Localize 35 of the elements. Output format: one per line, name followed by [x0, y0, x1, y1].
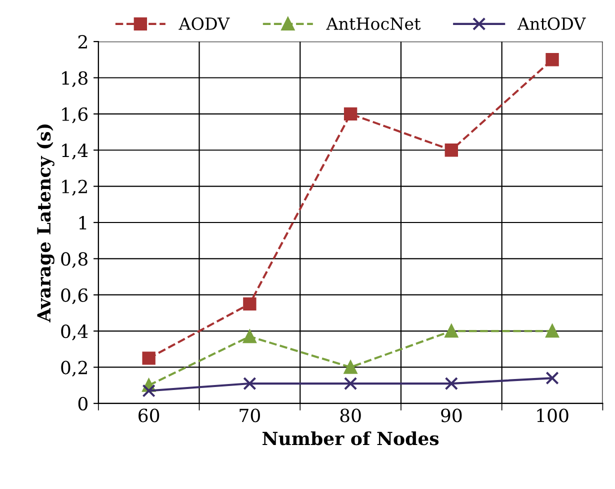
- y-axis-title: Avarage Latency (s): [36, 124, 54, 322]
- x-tick-label: 90: [441, 408, 462, 422]
- x-tick-label: 70: [240, 408, 260, 422]
- y-tick-label: 1: [79, 216, 86, 230]
- x-tick-label: 80: [340, 408, 361, 422]
- point: [344, 360, 358, 374]
- point: [444, 144, 458, 157]
- point: [243, 376, 256, 390]
- point: [546, 53, 559, 66]
- point: [444, 376, 458, 390]
- point: [142, 352, 156, 365]
- point: [344, 376, 358, 390]
- y-tick-label: 0,8: [61, 252, 88, 268]
- y-tick-label: 0: [78, 396, 88, 411]
- point: [546, 371, 559, 385]
- point: [142, 384, 156, 398]
- point: [444, 324, 458, 338]
- x-tick-label: 100: [537, 408, 568, 422]
- y-tick-label: 0,6: [61, 288, 88, 304]
- y-tick-label: 2: [78, 35, 87, 48]
- legend-label: AntHocNet: [326, 18, 421, 30]
- point: [243, 330, 256, 344]
- x-tick-label: 60: [138, 408, 160, 422]
- y-tick-label: 1,2: [62, 180, 87, 196]
- x-axis-title: Number of Nodes: [262, 431, 439, 446]
- y-tick-label: 0,2: [61, 360, 87, 377]
- y-tick-label: 1,6: [62, 107, 88, 124]
- legend-label: AODV: [178, 17, 230, 30]
- y-tick-label: 0,4: [61, 324, 88, 340]
- y-tick-label: 1,8: [62, 71, 88, 88]
- point: [546, 324, 559, 338]
- y-tick-label: 1,4: [62, 144, 88, 160]
- legend-label: AntODV: [517, 17, 586, 30]
- point: [243, 297, 256, 311]
- point: [344, 107, 358, 121]
